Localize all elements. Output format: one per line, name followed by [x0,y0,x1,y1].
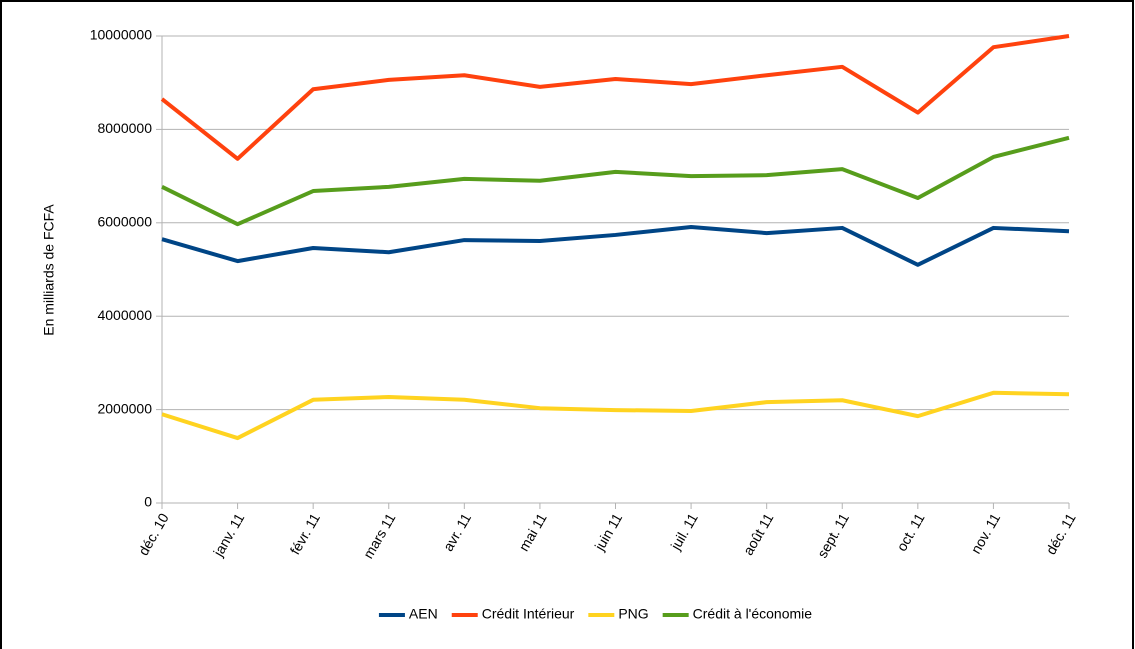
legend-label: PNG [618,606,648,622]
x-tick-label: oct. 11 [893,510,927,554]
x-tick-label: déc. 11 [1043,510,1079,557]
x-tick-label: sept. 11 [814,510,852,560]
y-tick-label: 6000000 [97,214,152,230]
line-series [161,390,1070,441]
legend-label: AEN [409,606,438,622]
legend-label: Crédit Intérieur [482,606,575,622]
legend-label: Crédit à l'économie [693,606,813,622]
x-tick-label: mars 11 [360,510,399,561]
y-tick-label: 2000000 [97,400,152,416]
x-tick-label: avr. 11 [440,510,474,554]
x-tick-label: juin 11 [591,510,626,554]
x-tick-label: nov. 11 [967,510,1003,556]
y-tick-label: 4000000 [97,307,152,323]
y-tick-label: 8000000 [97,120,152,136]
x-tick-label: déc. 10 [135,510,172,558]
line-series [160,34,1070,161]
x-tick-label: janv. 11 [210,510,248,560]
y-tick-label: 10000000 [90,27,153,43]
x-tick-label: févr. 11 [287,510,323,557]
x-tick-label: juil. 11 [667,510,701,553]
legend: AEN Crédit Intérieur PNG Crédit à l'économi… [378,606,813,622]
y-axis-label: En milliards de FCFA [41,204,57,336]
y-tick-label: 0 [144,494,152,510]
x-tick-label: août 11 [740,510,777,558]
line-series [161,225,1070,267]
x-tick-label: mai 11 [515,510,549,554]
line-series [161,135,1070,227]
